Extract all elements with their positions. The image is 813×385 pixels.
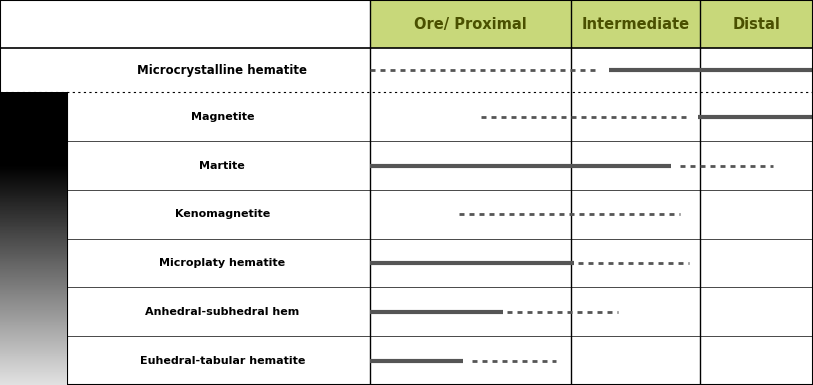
Text: Microplaty hematite: Microplaty hematite [159,258,285,268]
Text: Latest: Latest [10,362,57,375]
Text: Distal: Distal [733,17,780,32]
Text: Kenomagnetite: Kenomagnetite [175,209,270,219]
Text: Earliest: Earliest [5,100,62,114]
Text: Martite: Martite [199,161,246,171]
Text: Ore/ Proximal: Ore/ Proximal [414,17,527,32]
Text: Euhedral-tabular hematite: Euhedral-tabular hematite [140,356,305,366]
Text: Intermediate: Intermediate [581,17,689,32]
Text: Anhedral-subhedral hem: Anhedral-subhedral hem [146,307,299,317]
Text: Microcrystalline hematite: Microcrystalline hematite [137,64,307,77]
Text: Magnetite: Magnetite [190,112,254,122]
Bar [0,48,813,92]
Bar [370,0,813,48]
Bar [0,92,813,385]
